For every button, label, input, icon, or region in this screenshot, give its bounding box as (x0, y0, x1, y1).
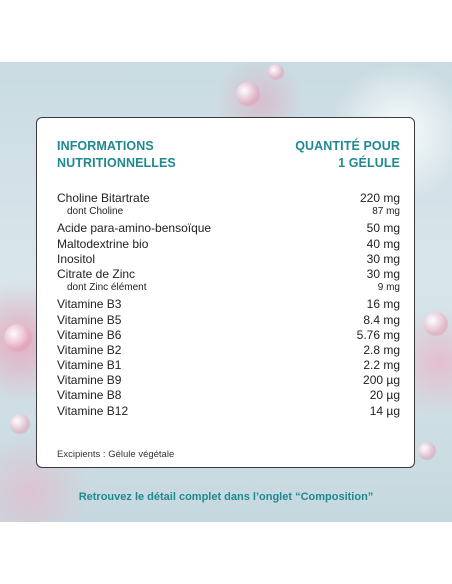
nutrient-amount: 16 mg (366, 297, 400, 312)
nutrient-row: dont Zinc élément 9 mg (57, 282, 400, 297)
nutrient-row: Vitamine B12 14 µg (57, 404, 400, 419)
nutrient-amount: 87 mg (372, 206, 400, 218)
excipients-note: Excipients : Gélule végétale (57, 449, 175, 460)
nutrient-name: Vitamine B1 (57, 358, 122, 373)
nutrient-name: Inositol (57, 251, 96, 266)
nutrient-amount: 30 mg (366, 251, 400, 266)
header-right-line-2: 1 GÉLULE (338, 156, 400, 170)
nutrient-row: Vitamine B5 8.4 mg (57, 313, 400, 328)
nutrient-row: Vitamine B6 5.76 mg (57, 328, 400, 343)
nutrient-amount: 40 mg (366, 236, 400, 251)
nutrient-name: Vitamine B2 (57, 342, 122, 357)
nutrient-row: Vitamine B3 16 mg (57, 297, 400, 312)
header-right-line-1: QUANTITÉ POUR (295, 139, 400, 153)
header-left-line-1: INFORMATIONS (57, 139, 154, 153)
nutrient-name: Vitamine B3 (57, 297, 122, 312)
nutrient-amount: 9 mg (377, 282, 400, 294)
composition-tab-hint: Retrouvez le détail complet dans l’ongle… (78, 491, 374, 503)
decorative-bubble (268, 64, 284, 80)
nutrient-name: Acide para-amino-bensoïque (57, 221, 212, 236)
nutrient-row: Vitamine B8 20 µg (57, 388, 400, 403)
decorative-bubble (236, 82, 260, 106)
nutrient-row: Choline Bitartrate 220 mg (57, 191, 400, 206)
nutrient-list: Choline Bitartrate 220 mg dont Choline 87 m… (57, 191, 400, 419)
nutrient-row: Maltodextrine bio 40 mg (57, 237, 400, 252)
nutrient-amount: 14 µg (369, 403, 400, 418)
nutrient-name: Vitamine B6 (57, 327, 122, 342)
nutrition-facts-card: INFORMATIONS NUTRITIONNELLES QUANTITÉ PO… (36, 117, 415, 468)
nutrient-row: Acide para-amino-bensoïque 50 mg (57, 221, 400, 236)
nutrient-name: Vitamine B5 (57, 312, 122, 327)
nutrient-name: Maltodextrine bio (57, 236, 149, 251)
nutrient-amount: 30 mg (366, 266, 400, 281)
decorative-bubble (4, 324, 32, 352)
header-quantite-pour-gelule: QUANTITÉ POUR 1 GÉLULE (295, 138, 400, 172)
nutrient-amount: 2.8 mg (363, 342, 400, 357)
nutrient-amount: 200 µg (363, 373, 400, 388)
nutrient-amount: 220 mg (359, 191, 400, 205)
nutrient-amount: 20 µg (369, 388, 400, 403)
nutrient-amount: 2.2 mg (363, 358, 400, 373)
nutrient-name: Vitamine B12 (57, 403, 129, 418)
header-left-line-2: NUTRITIONNELLES (57, 156, 176, 170)
nutrient-name: dont Choline (67, 206, 124, 218)
decorative-bubble (418, 442, 436, 460)
nutrient-amount: 5.76 mg (356, 327, 400, 342)
nutrient-name: Choline Bitartrate (57, 191, 150, 205)
nutrient-name: dont Zinc élément (67, 282, 147, 294)
nutrient-row: Vitamine B9 200 µg (57, 373, 400, 388)
decorative-bubble (10, 414, 30, 434)
nutrient-name: Vitamine B8 (57, 388, 122, 403)
nutrient-row: Vitamine B2 2.8 mg (57, 343, 400, 358)
nutrient-row: dont Choline 87 mg (57, 206, 400, 221)
nutrient-row: Vitamine B1 2.2 mg (57, 358, 400, 373)
nutrient-amount: 8.4 mg (363, 312, 400, 327)
nutrient-row: Citrate de Zinc 30 mg (57, 267, 400, 282)
header-informations-nutritionnelles: INFORMATIONS NUTRITIONNELLES (57, 138, 176, 172)
nutrient-amount: 50 mg (366, 221, 400, 236)
nutrient-name: Citrate de Zinc (57, 266, 136, 281)
nutrient-name: Vitamine B9 (57, 373, 122, 388)
nutrient-row: Inositol 30 mg (57, 252, 400, 267)
decorative-bubble (424, 312, 448, 336)
